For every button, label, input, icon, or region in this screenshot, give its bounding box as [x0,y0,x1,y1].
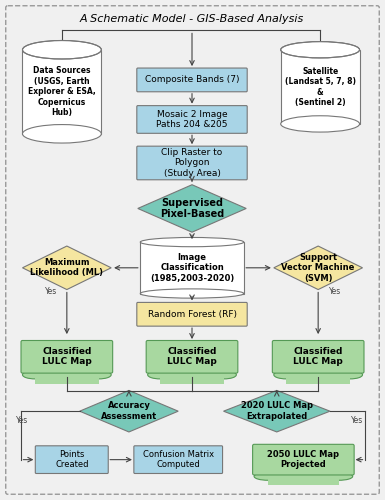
Text: Supervised
Pixel-Based: Supervised Pixel-Based [160,198,224,220]
FancyBboxPatch shape [137,146,247,180]
Text: 2050 LULC Map
Projected: 2050 LULC Map Projected [267,450,339,469]
Ellipse shape [22,40,101,59]
Text: Yes: Yes [352,416,364,425]
Text: Classified
LULC Map: Classified LULC Map [42,347,92,366]
Text: Random Forest (RF): Random Forest (RF) [147,310,236,319]
Text: Yes: Yes [329,286,341,296]
Polygon shape [274,246,363,290]
FancyBboxPatch shape [137,68,247,92]
Ellipse shape [22,124,101,143]
Text: Accuracy
Assessment: Accuracy Assessment [101,402,157,421]
Text: Confusion Matrix
Computed: Confusion Matrix Computed [143,450,214,469]
Bar [35,370,99,384]
Bar [22,50,101,134]
Ellipse shape [281,116,360,132]
Text: Maximum
Likelihood (ML): Maximum Likelihood (ML) [30,258,103,278]
Text: A Schematic Model - GIS-Based Analysis: A Schematic Model - GIS-Based Analysis [80,14,304,24]
Text: Satellite
(Landsat 5, 7, 8)
&
(Sentinel 2): Satellite (Landsat 5, 7, 8) & (Sentinel … [285,66,356,107]
Polygon shape [138,184,246,232]
FancyBboxPatch shape [35,446,108,473]
Text: Yes: Yes [17,416,28,425]
Ellipse shape [148,370,172,379]
Text: Support
Vector Machine
(SVM): Support Vector Machine (SVM) [281,253,355,282]
Ellipse shape [325,472,353,480]
FancyBboxPatch shape [134,446,223,473]
Ellipse shape [211,370,236,379]
Text: Points
Created: Points Created [55,450,89,469]
Text: Image
Classification
(1985,2003-2020): Image Classification (1985,2003-2020) [150,253,234,282]
FancyBboxPatch shape [21,340,113,373]
Bar [160,370,224,384]
FancyBboxPatch shape [137,106,247,134]
Ellipse shape [86,370,111,379]
Ellipse shape [140,238,244,246]
Polygon shape [224,390,330,432]
Text: Classified
LULC Map: Classified LULC Map [293,347,343,366]
Text: Clip Raster to
Polygon
(Study Area): Clip Raster to Polygon (Study Area) [161,148,223,178]
Ellipse shape [254,472,282,480]
Ellipse shape [22,370,47,379]
Text: Composite Bands (7): Composite Bands (7) [145,76,239,84]
FancyBboxPatch shape [137,302,247,326]
Polygon shape [22,246,111,290]
Text: Classified
LULC Map: Classified LULC Map [167,347,217,366]
Bar [268,472,339,485]
Bar [281,50,360,124]
Text: 2020 LULC Map
Extrapolated: 2020 LULC Map Extrapolated [241,402,313,421]
Ellipse shape [281,42,360,58]
Text: Yes: Yes [45,286,57,296]
Ellipse shape [140,289,244,298]
FancyBboxPatch shape [272,340,364,373]
Bar [286,370,350,384]
Ellipse shape [274,370,299,379]
Polygon shape [80,390,178,432]
Bar [140,242,244,294]
FancyBboxPatch shape [146,340,238,373]
FancyBboxPatch shape [253,444,354,475]
Text: Data Sources
(USGS, Earth
Explorer & ESA,
Copernicus
Hub): Data Sources (USGS, Earth Explorer & ESA… [28,66,96,117]
Ellipse shape [338,370,363,379]
Text: Mosaic 2 Image
Paths 204 &205: Mosaic 2 Image Paths 204 &205 [156,110,228,129]
